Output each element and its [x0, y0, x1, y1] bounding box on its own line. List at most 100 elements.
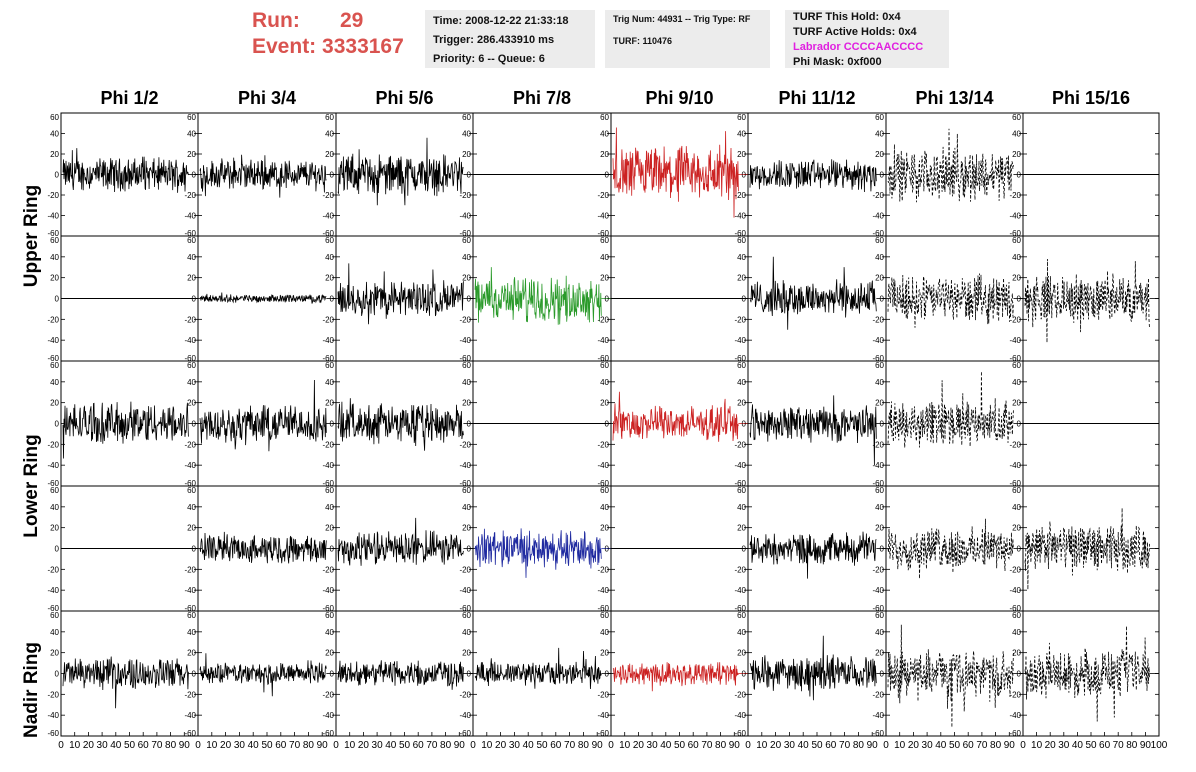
x-tick-label: 90: [179, 740, 191, 751]
x-tick-label: 0: [883, 740, 889, 751]
column-title: Phi 15/16: [1052, 88, 1130, 108]
y-tick-label: 20: [187, 150, 196, 159]
time-info-box: Time: 2008-12-22 21:33:18 Trigger: 286.4…: [425, 10, 595, 68]
x-tick-label: 10: [344, 740, 356, 751]
y-tick-label: 60: [737, 611, 746, 620]
x-tick-label: 20: [633, 740, 645, 751]
x-tick-label: 60: [413, 740, 425, 751]
y-tick-label: -40: [47, 461, 59, 470]
x-tick-label: 60: [275, 740, 287, 751]
x-tick-label: 50: [1085, 740, 1097, 751]
y-tick-label: -60: [322, 604, 334, 613]
waveform-trace: [612, 127, 739, 218]
x-tick-label: 80: [303, 740, 315, 751]
y-tick-label: -60: [597, 479, 609, 488]
y-tick-label: 40: [187, 628, 196, 637]
y-tick-label: -20: [734, 191, 746, 200]
waveform-trace: [1024, 625, 1150, 722]
x-tick-label: 40: [1072, 740, 1084, 751]
y-tick-label: -20: [734, 440, 746, 449]
x-tick-label: 50: [124, 740, 136, 751]
waveform-trace: [337, 137, 464, 206]
x-tick-label: 50: [261, 740, 273, 751]
y-tick-label: -20: [872, 690, 884, 699]
y-tick-label: 40: [462, 628, 471, 637]
y-tick-label: -20: [47, 191, 59, 200]
row-title: Nadir Ring: [21, 642, 42, 738]
y-tick-label: 0: [1017, 171, 1022, 180]
y-tick-label: -20: [872, 315, 884, 324]
waveform-trace: [749, 256, 877, 330]
y-tick-label: 20: [1012, 274, 1021, 283]
x-tick-label: 60: [138, 740, 150, 751]
x-tick-label: 70: [426, 740, 438, 751]
y-tick-label: 20: [187, 274, 196, 283]
turf-active-text: TURF Active Holds: 0x4: [793, 26, 917, 38]
y-tick-label: 0: [330, 670, 335, 679]
x-tick-label: 60: [550, 740, 562, 751]
y-tick-label: -20: [184, 315, 196, 324]
y-tick-label: 20: [325, 399, 334, 408]
y-tick-label: 60: [462, 113, 471, 122]
waveform-trace: [474, 267, 602, 325]
y-tick-label: -20: [1009, 191, 1021, 200]
y-tick-label: 40: [875, 503, 884, 512]
y-tick-label: -40: [872, 586, 884, 595]
y-tick-label: -60: [47, 604, 59, 613]
y-tick-label: -20: [47, 565, 59, 574]
column-title: Phi 7/8: [513, 88, 571, 108]
x-tick-label: 0: [1020, 740, 1026, 751]
y-tick-label: 20: [600, 649, 609, 658]
y-tick-label: 20: [875, 274, 884, 283]
y-tick-label: -60: [734, 604, 746, 613]
x-tick-label: 30: [1058, 740, 1070, 751]
phi-mask-text: Phi Mask: 0xf000: [793, 56, 882, 68]
waveform-trace: [199, 379, 327, 452]
y-tick-label: 40: [600, 378, 609, 387]
x-tick-label: 90: [454, 740, 466, 751]
y-tick-label: 60: [50, 361, 59, 370]
waveform-trace: [749, 395, 877, 466]
y-tick-label: 0: [330, 171, 335, 180]
y-tick-label: 0: [192, 545, 197, 554]
y-tick-label: -40: [184, 336, 196, 345]
y-tick-label: 40: [600, 253, 609, 262]
y-tick-label: 40: [1012, 503, 1021, 512]
y-tick-label: 60: [737, 236, 746, 245]
y-tick-label: 40: [737, 130, 746, 139]
y-tick-label: 0: [1017, 670, 1022, 679]
y-tick-label: 60: [1012, 113, 1021, 122]
y-tick-label: -20: [184, 440, 196, 449]
y-tick-label: -40: [597, 586, 609, 595]
y-tick-label: 20: [325, 274, 334, 283]
y-tick-label: 0: [880, 670, 885, 679]
y-tick-label: 20: [50, 150, 59, 159]
y-tick-label: -20: [322, 191, 334, 200]
y-tick-label: 60: [325, 236, 334, 245]
waveform-trace: [337, 660, 464, 690]
y-tick-label: 20: [50, 274, 59, 283]
x-tick-label: 90: [592, 740, 604, 751]
y-tick-label: 60: [600, 113, 609, 122]
x-tick-label: 20: [83, 740, 95, 751]
y-tick-label: 20: [462, 524, 471, 533]
y-tick-label: 20: [737, 524, 746, 533]
x-tick-label: 0: [608, 740, 614, 751]
y-tick-label: -20: [597, 440, 609, 449]
y-tick-label: 40: [187, 253, 196, 262]
x-tick-label: 80: [578, 740, 590, 751]
y-tick-label: -60: [734, 229, 746, 238]
x-tick-label: 100: [1151, 740, 1168, 751]
y-tick-label: 0: [192, 171, 197, 180]
x-tick-label: 50: [811, 740, 823, 751]
y-tick-label: -60: [459, 729, 471, 738]
panel-frame: [335, 610, 474, 737]
y-tick-label: 40: [600, 130, 609, 139]
y-tick-label: 40: [875, 378, 884, 387]
y-tick-label: 20: [325, 524, 334, 533]
y-tick-label: -60: [1009, 729, 1021, 738]
column-title: Phi 9/10: [645, 88, 713, 108]
y-tick-label: 60: [187, 113, 196, 122]
x-tick-label: 30: [234, 740, 246, 751]
turf-hold-text: TURF This Hold: 0x4: [793, 11, 901, 23]
